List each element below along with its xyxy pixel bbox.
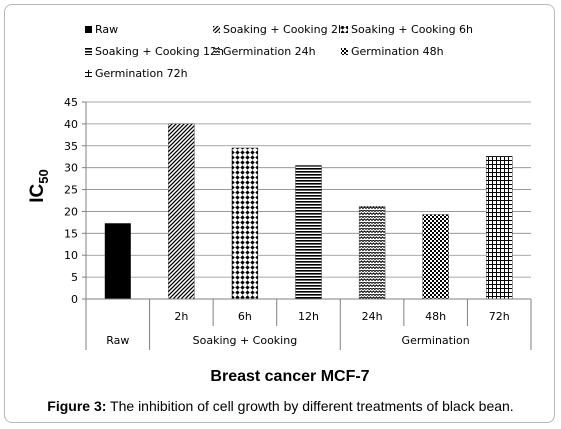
legend-label: Soaking + Cooking 2h [223, 23, 345, 36]
bar-48h [422, 214, 449, 300]
y-tick-label: 0 [71, 293, 78, 306]
x-group-label: Germination [402, 334, 470, 347]
x-tick-label: 12h [298, 310, 319, 323]
x-tick-label: 24h [362, 310, 383, 323]
y-tick-label: 25 [64, 184, 78, 197]
bars [104, 123, 513, 300]
bar-12h [295, 165, 322, 300]
legend-label: Germination 48h [351, 45, 444, 58]
x-axis: 2h 6h 12h 24h 48h 72h Raw Soaking + Cooking Germ… [85, 298, 532, 350]
chart-frame [4, 4, 555, 423]
bar-24h [358, 206, 386, 300]
y-axis-label: IC50 [27, 169, 51, 202]
bar-raw [104, 223, 131, 299]
legend-swatch [213, 26, 220, 33]
y-tick-label: 45 [64, 96, 78, 109]
x-group-label: Raw [106, 334, 129, 347]
y-label-main: IC [27, 183, 48, 202]
legend-swatch [213, 48, 220, 55]
bar-72h [486, 156, 513, 300]
x-group-label: Soaking + Cooking [193, 334, 298, 347]
y-tick-label: 40 [64, 118, 78, 131]
x-tick-label: 6h [238, 310, 252, 323]
legend-label: Soaking + Cooking 6h [351, 23, 473, 36]
legend-label: Soaking + Cooking 12h [95, 45, 224, 58]
x-tick-label: 72h [489, 310, 510, 323]
legend-swatch [341, 48, 348, 55]
legend-label: Germination 24h [223, 45, 316, 58]
legend-swatch [85, 26, 92, 33]
x-axis-label: Breast cancer MCF-7 [210, 368, 369, 385]
caption-label: Figure 3: [47, 398, 107, 414]
figure-caption: Figure 3: The inhibition of cell growth … [0, 398, 561, 414]
legend: Raw Soaking + Cooking 2h Soaking + Cooking… [85, 23, 473, 80]
y-tick-label: 20 [64, 205, 78, 218]
y-tick-label: 10 [64, 249, 78, 262]
y-axis: 0 5 10 15 20 25 30 35 40 45 [64, 96, 87, 306]
y-tick-label: 35 [64, 140, 78, 153]
legend-swatch [341, 26, 348, 33]
caption-text: The inhibition of cell growth by differe… [106, 398, 514, 414]
legend-label: Germination 72h [95, 67, 188, 80]
x-tick-label: 48h [425, 310, 446, 323]
y-tick-label: 15 [64, 227, 78, 240]
y-tick-label: 30 [64, 162, 78, 175]
x-tick-label: 2h [174, 310, 188, 323]
bar-2h [168, 123, 195, 300]
y-label-subscript: 50 [36, 169, 51, 183]
legend-swatch [85, 70, 92, 77]
bar-6h [231, 147, 259, 300]
legend-swatch [85, 48, 92, 55]
y-tick-label: 5 [71, 271, 78, 284]
legend-label: Raw [95, 23, 118, 36]
